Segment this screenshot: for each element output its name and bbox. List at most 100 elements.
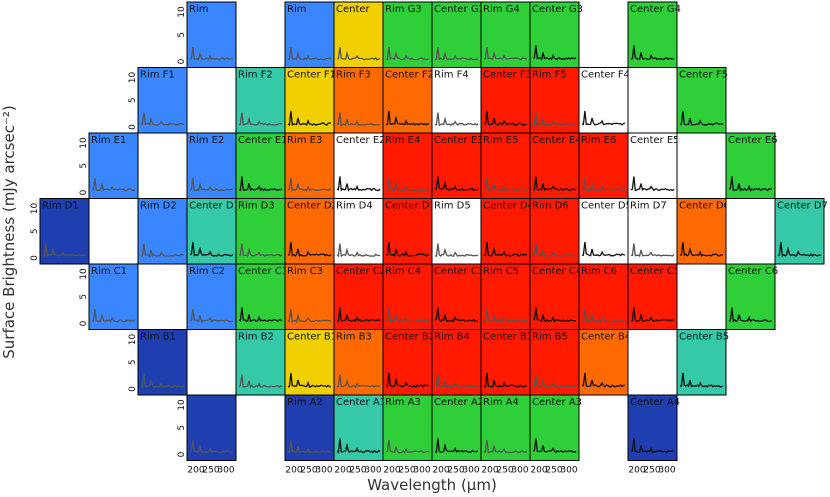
panel-25: Rim E5: [480, 132, 531, 199]
x-tick-label: 300: [315, 466, 332, 476]
panel-label: Rim A3: [385, 397, 421, 408]
panel-19: Rim E2: [186, 132, 237, 199]
panel-57: Rim B2: [235, 329, 286, 396]
panel-background: [578, 329, 629, 396]
spectrum-line-54: [630, 307, 675, 323]
panel-background: [186, 263, 237, 330]
panel-background: [284, 263, 335, 330]
blank-panel-1: [627, 67, 678, 134]
panel-43: Center D7: [774, 198, 828, 265]
panel-background: [333, 1, 384, 68]
panel-label: Rim E4: [385, 135, 420, 146]
panel-label: Center D6: [679, 201, 730, 212]
panel-52: Center C4: [529, 263, 582, 330]
spectrum-line-24: [434, 176, 479, 192]
y-tick-label: 5: [177, 32, 187, 38]
panel-label: Rim A4: [483, 397, 519, 408]
panel-47: Rim C3: [284, 263, 335, 330]
panel-background: [431, 67, 482, 134]
panel-13: Rim F4: [431, 67, 482, 134]
panel-67: Rim A2: [284, 394, 335, 461]
panel-34: Center D2: [284, 198, 338, 265]
panel-background: [284, 132, 335, 199]
spectrum-line-62: [483, 372, 528, 389]
panel-background: [480, 263, 531, 330]
panel-53: Rim C6: [578, 263, 629, 330]
spectrum-line-53: [581, 309, 626, 323]
spectrum-line-14: [483, 110, 528, 126]
spectrum-line-22: [336, 176, 381, 192]
y-tick-label: 10: [177, 6, 187, 18]
panel-background: [284, 329, 335, 396]
spectrum-line-27: [581, 178, 626, 192]
panel-label: Rim D3: [238, 201, 275, 212]
spectrum-line-44: [91, 309, 136, 323]
panel-label: Rim D7: [630, 201, 667, 212]
panel-background: [431, 198, 482, 265]
x-tick-label: 250: [545, 466, 562, 476]
panel-17: Center F5: [676, 67, 728, 134]
y-tick-label: 5: [79, 294, 89, 300]
spectrum-line-47: [287, 309, 332, 323]
spectrum-line-19: [189, 178, 234, 192]
panel-55: Center C6: [725, 263, 778, 330]
x-tick-label: 250: [643, 466, 660, 476]
panel-20: Center E1: [235, 132, 288, 199]
panel-40: Center D5: [578, 198, 632, 265]
spectrum-line-11: [336, 112, 381, 127]
panel-7: Center G4: [627, 1, 681, 68]
panel-27: Rim E6: [578, 132, 629, 199]
y-tick-label: 5: [30, 228, 40, 234]
panel-61: Rim B4: [431, 329, 482, 396]
panel-label: Center F5: [679, 70, 728, 81]
panel-label: Rim B1: [140, 332, 176, 343]
panel-33: Rim D3: [235, 198, 286, 265]
panel-label: Center F3: [483, 70, 532, 81]
x-tick-label: 200: [432, 466, 449, 476]
spectrum-line-38: [483, 241, 528, 257]
y-tick-label: 10: [177, 399, 187, 411]
panel-21: Rim E3: [284, 132, 335, 199]
spectrum-line-63: [532, 374, 577, 388]
panel-label: Rim E2: [189, 135, 224, 146]
spectrum-line-6: [532, 45, 577, 61]
x-tick-label: 300: [217, 466, 234, 476]
y-tick-label: 10: [79, 268, 89, 280]
panel-label: Center B4: [581, 332, 631, 343]
y-tick-label: 10: [79, 137, 89, 149]
y-tick-label: 0: [30, 255, 40, 261]
panel-label: Center D1: [189, 201, 240, 212]
panel-background: [627, 263, 678, 330]
panel-label: Rim F2: [238, 70, 273, 81]
spectrum-line-68: [336, 438, 381, 454]
spectrum-line-20: [238, 176, 283, 192]
panel-background: [186, 1, 237, 68]
panel-38: Center D4: [480, 198, 534, 265]
panel-background: [578, 263, 629, 330]
x-tick-label: 200: [334, 466, 351, 476]
blank-panel-6: [137, 263, 188, 330]
spectrum-line-45: [189, 309, 233, 323]
spectrum-line-41: [630, 243, 675, 257]
panel-background: [431, 329, 482, 396]
spectrum-line-26: [532, 176, 577, 192]
panel-label: Center F4: [581, 70, 630, 81]
spectrum-line-36: [385, 241, 430, 257]
panel-49: Rim C4: [382, 263, 433, 330]
panel-6: Center G3: [529, 1, 583, 68]
panel-23: Rim E4: [382, 132, 433, 199]
panel-50: Center C3: [431, 263, 484, 330]
panel-background: [529, 198, 580, 265]
panel-background: [480, 1, 531, 68]
panel-background: [480, 329, 531, 396]
panel-64: Center B4: [578, 329, 631, 396]
panel-background: [431, 394, 482, 461]
panel-label: Center A4: [630, 397, 680, 408]
panel-background: [578, 132, 629, 199]
panel-label: Center E3: [434, 135, 484, 146]
panel-background: [382, 263, 433, 330]
panel-background: [333, 263, 384, 330]
panel-41: Rim D7: [627, 198, 678, 265]
spectrum-line-7: [630, 45, 675, 61]
spectrum-line-33: [238, 243, 283, 258]
